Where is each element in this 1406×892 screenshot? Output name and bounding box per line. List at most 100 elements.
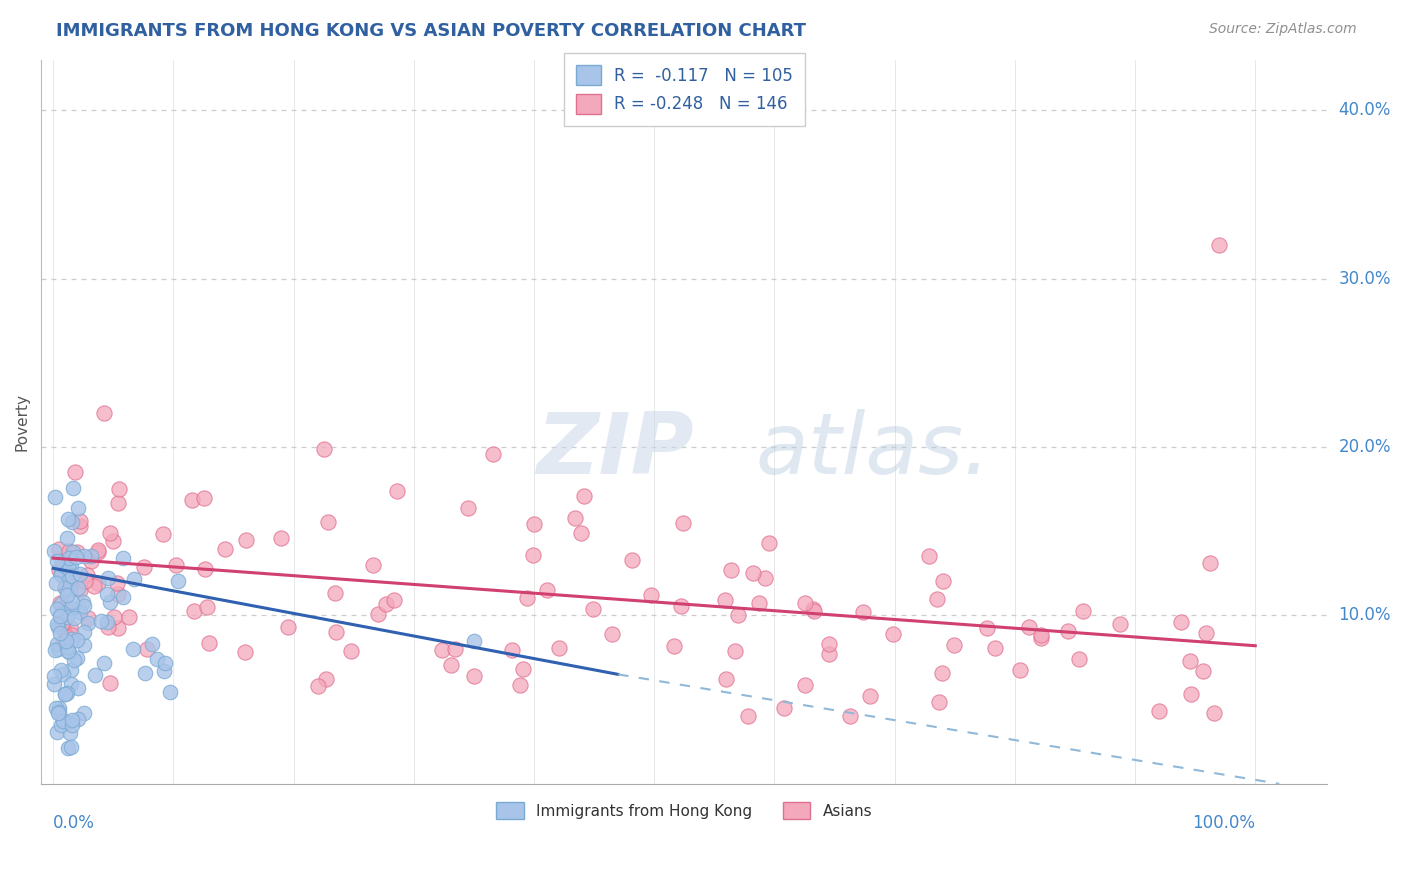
Point [62,481,84,495]
Point [48,563,70,577]
Point [51,615,73,630]
Point [165,558,187,573]
Point [108,482,131,496]
Point [53,687,76,701]
Point [73,638,96,652]
Legend: Immigrants from Hong Kong, Asians: Immigrants from Hong Kong, Asians [489,794,880,827]
Point [1029,628,1052,642]
Point [548,641,571,656]
Point [97,571,120,585]
Point [1067,652,1090,666]
Point [60,569,83,583]
Point [105,575,128,590]
Point [141,637,163,651]
Point [1178,654,1201,668]
Point [56,610,79,624]
Point [48,609,70,624]
Point [440,657,463,672]
Text: 20.0%: 20.0% [1339,438,1391,456]
Point [803,603,825,617]
Point [67,500,90,515]
Point [48,620,70,634]
Point [56,686,79,700]
Point [121,641,143,656]
Text: 10.0%: 10.0% [1339,607,1391,624]
Point [59,726,82,740]
Point [270,531,292,545]
Point [1202,706,1225,721]
Point [193,491,215,506]
Point [66,545,89,559]
Point [758,536,780,550]
Point [62,627,84,641]
Point [444,641,467,656]
Point [60,740,83,755]
Point [931,574,953,588]
Point [49,597,72,611]
Point [522,517,544,532]
Point [58,550,80,565]
Point [522,548,544,562]
Point [69,583,91,598]
Point [794,678,817,692]
Point [374,597,396,611]
Point [52,621,75,635]
Point [98,525,121,540]
Point [56,714,79,729]
Point [134,559,156,574]
Point [277,620,299,634]
Point [1180,687,1202,701]
Point [134,666,156,681]
Point [60,601,83,615]
Point [1191,664,1213,678]
Text: 100.0%: 100.0% [1192,814,1256,832]
Y-axis label: Poverty: Poverty [15,392,30,450]
Point [754,571,776,585]
Point [44,643,66,657]
Point [46,706,69,720]
Point [60,713,83,727]
Point [53,687,76,701]
Point [76,616,98,631]
Point [501,643,523,657]
Point [51,717,73,731]
Point [122,572,145,586]
Point [361,558,384,573]
Point [463,668,485,682]
Point [96,587,118,601]
Point [53,580,76,594]
Point [48,626,70,640]
Point [183,604,205,618]
Point [72,595,94,609]
Point [59,582,82,597]
Point [737,709,759,723]
Point [51,555,73,569]
Point [59,677,82,691]
Point [1056,624,1078,638]
Point [69,567,91,582]
Point [58,741,80,756]
Point [620,553,643,567]
Point [44,544,66,558]
Point [87,544,110,558]
Text: 40.0%: 40.0% [1339,101,1391,120]
Point [112,590,135,604]
Point [235,533,257,547]
Point [73,706,96,720]
Point [818,637,841,651]
Point [60,718,83,732]
Point [53,599,76,613]
Point [51,714,73,728]
Point [83,579,105,593]
Point [536,582,558,597]
Point [87,542,110,557]
Point [181,493,204,508]
Point [600,627,623,641]
Point [63,610,86,624]
Point [60,578,83,592]
Point [44,669,66,683]
Point [69,606,91,620]
Point [60,515,83,529]
Point [430,642,453,657]
Text: IMMIGRANTS FROM HONG KONG VS ASIAN POVERTY CORRELATION CHART: IMMIGRANTS FROM HONG KONG VS ASIAN POVER… [56,22,806,40]
